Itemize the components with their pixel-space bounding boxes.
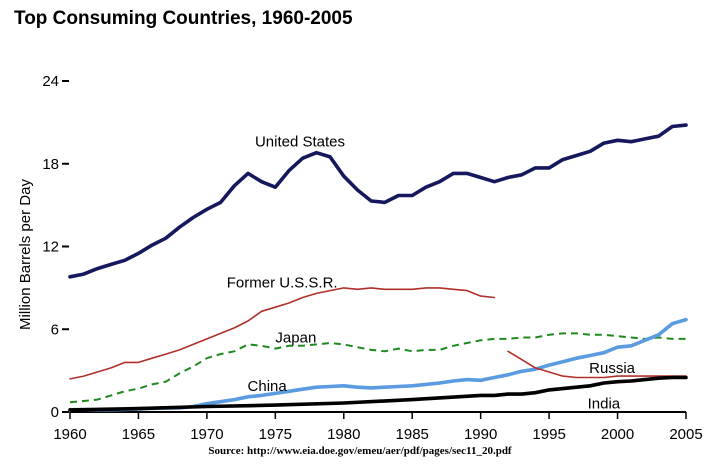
series-line-japan	[69, 332, 686, 404]
x-tick-label: 1995	[532, 426, 565, 443]
x-tick-label: 1985	[396, 426, 429, 443]
y-tick-label: 18	[42, 156, 59, 173]
axes: 0 6 12 18 24 1960 1965 1970 1975 1980 1985 1990 1995…	[17, 73, 703, 443]
chart-title: Top Consuming Countries, 1960-2005	[14, 8, 353, 29]
y-tick-label: 12	[42, 239, 59, 256]
series-label-united-states: United States	[255, 134, 345, 151]
x-tick-label: 1965	[122, 426, 155, 443]
y-tick-label: 6	[51, 321, 59, 338]
series-labels: United States Former U.S.S.R. Japan China Ru…	[227, 134, 636, 413]
series-label-former-u-s-s-r: Former U.S.S.R.	[227, 274, 338, 291]
y-tick-label: 24	[42, 73, 59, 90]
x-tick-label: 1960	[53, 426, 86, 443]
series-line-united-states	[68, 123, 688, 279]
x-tick-label: 1990	[464, 426, 497, 443]
series-label-india: India	[588, 396, 621, 413]
series-line-india	[68, 375, 688, 412]
x-tick-label: 2005	[669, 426, 702, 443]
series-line-russia	[507, 350, 687, 379]
series-line-former-u-s-s-r	[69, 287, 496, 380]
series-label-china: China	[248, 378, 288, 395]
y-tick-label: 0	[51, 404, 59, 421]
x-tick-label: 2000	[601, 426, 634, 443]
series-layer	[68, 123, 688, 412]
y-axis-label: Million Barrels per Day	[17, 179, 34, 330]
series-label-russia: Russia	[589, 360, 636, 377]
x-tick-label: 1975	[259, 426, 292, 443]
x-tick-label: 1980	[327, 426, 360, 443]
series-label-japan: Japan	[275, 330, 316, 347]
chart-source: Source: http://www.eia.doe.gov/emeu/aer/…	[208, 445, 512, 457]
x-tick-label: 1970	[190, 426, 223, 443]
